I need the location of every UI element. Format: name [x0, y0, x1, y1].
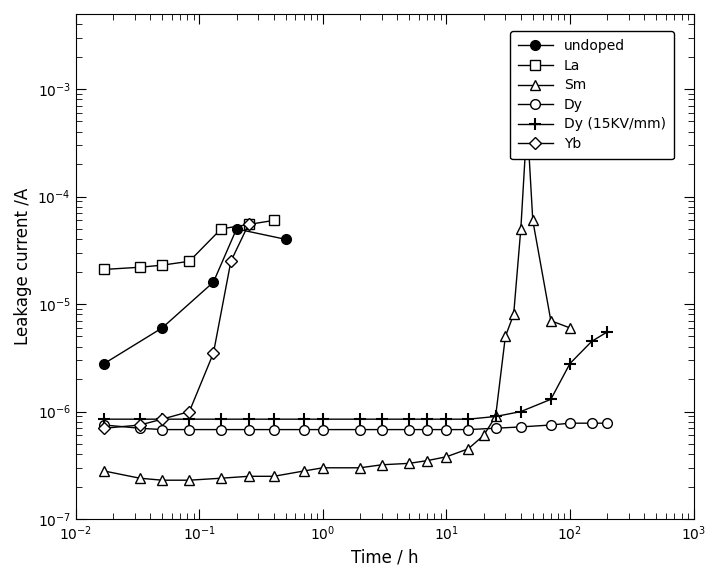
- Sm: [269, 473, 278, 480]
- Dy: [318, 426, 327, 433]
- La: [158, 262, 166, 269]
- Dy: [158, 426, 166, 433]
- Dy: [377, 426, 386, 433]
- Sm: [528, 217, 537, 224]
- Sm: [377, 461, 386, 468]
- Dy (15KV/mm): [423, 416, 431, 423]
- Dy (15KV/mm): [300, 416, 308, 423]
- Dy (15KV/mm): [546, 396, 555, 403]
- Sm: [185, 477, 194, 484]
- Sm: [318, 465, 327, 472]
- Dy: [491, 425, 500, 432]
- Yb: [185, 408, 194, 415]
- undoped: [209, 278, 217, 285]
- Line: Dy: Dy: [99, 418, 612, 434]
- Dy (15KV/mm): [442, 416, 451, 423]
- Sm: [509, 311, 518, 318]
- Sm: [501, 333, 510, 340]
- Yb: [135, 422, 144, 429]
- Dy: [516, 423, 525, 430]
- Line: Dy (15KV/mm): Dy (15KV/mm): [98, 326, 613, 425]
- Dy: [566, 420, 575, 427]
- Yb: [100, 425, 109, 432]
- Line: Sm: Sm: [99, 117, 575, 485]
- Dy (15KV/mm): [269, 416, 278, 423]
- Sm: [100, 467, 109, 474]
- Sm: [480, 432, 488, 439]
- Dy (15KV/mm): [566, 360, 575, 367]
- La: [244, 221, 253, 228]
- undoped: [233, 226, 241, 233]
- Dy (15KV/mm): [405, 416, 413, 423]
- undoped: [100, 360, 109, 367]
- La: [100, 266, 109, 273]
- Dy (15KV/mm): [377, 416, 386, 423]
- Dy: [603, 420, 611, 427]
- Yb: [209, 350, 217, 357]
- La: [217, 226, 225, 233]
- Dy: [244, 426, 253, 433]
- Dy (15KV/mm): [603, 328, 611, 335]
- Dy: [423, 426, 431, 433]
- Sm: [158, 477, 166, 484]
- Dy (15KV/mm): [135, 416, 144, 423]
- X-axis label: Time / h: Time / h: [351, 548, 418, 566]
- Dy (15KV/mm): [318, 416, 327, 423]
- Dy (15KV/mm): [244, 416, 253, 423]
- Legend: undoped, La, Sm, Dy, Dy (15KV/mm), Yb: undoped, La, Sm, Dy, Dy (15KV/mm), Yb: [510, 31, 674, 160]
- Dy (15KV/mm): [185, 416, 194, 423]
- Dy: [269, 426, 278, 433]
- Yb: [244, 221, 253, 228]
- Dy (15KV/mm): [588, 338, 596, 345]
- Sm: [356, 465, 364, 472]
- Sm: [546, 317, 555, 324]
- La: [135, 264, 144, 271]
- Dy (15KV/mm): [100, 416, 109, 423]
- Dy: [217, 426, 225, 433]
- Yb: [158, 416, 166, 423]
- La: [185, 258, 194, 264]
- Dy (15KV/mm): [491, 413, 500, 420]
- Dy: [185, 426, 194, 433]
- Y-axis label: Leakage current /A: Leakage current /A: [14, 188, 32, 345]
- Sm: [217, 475, 225, 482]
- Dy: [135, 425, 144, 432]
- undoped: [158, 324, 166, 331]
- Line: undoped: undoped: [99, 224, 291, 368]
- Dy (15KV/mm): [158, 416, 166, 423]
- Sm: [300, 467, 308, 474]
- Sm: [423, 457, 431, 464]
- La: [269, 217, 278, 224]
- Dy: [100, 422, 109, 429]
- undoped: [282, 236, 290, 243]
- Sm: [523, 118, 531, 125]
- Line: La: La: [99, 216, 279, 274]
- Sm: [405, 460, 413, 467]
- Sm: [135, 475, 144, 482]
- Dy: [442, 426, 451, 433]
- Sm: [244, 473, 253, 480]
- Sm: [566, 324, 575, 331]
- Dy (15KV/mm): [217, 416, 225, 423]
- Dy: [546, 422, 555, 429]
- Dy: [300, 426, 308, 433]
- Dy: [356, 426, 364, 433]
- Sm: [464, 445, 472, 452]
- Dy: [405, 426, 413, 433]
- Line: Yb: Yb: [100, 220, 253, 433]
- Dy (15KV/mm): [356, 416, 364, 423]
- Dy (15KV/mm): [516, 408, 525, 415]
- Sm: [442, 454, 451, 461]
- Sm: [516, 226, 525, 233]
- Yb: [227, 258, 235, 264]
- Dy (15KV/mm): [464, 416, 472, 423]
- Dy: [588, 420, 596, 427]
- Dy: [464, 426, 472, 433]
- Sm: [491, 413, 500, 420]
